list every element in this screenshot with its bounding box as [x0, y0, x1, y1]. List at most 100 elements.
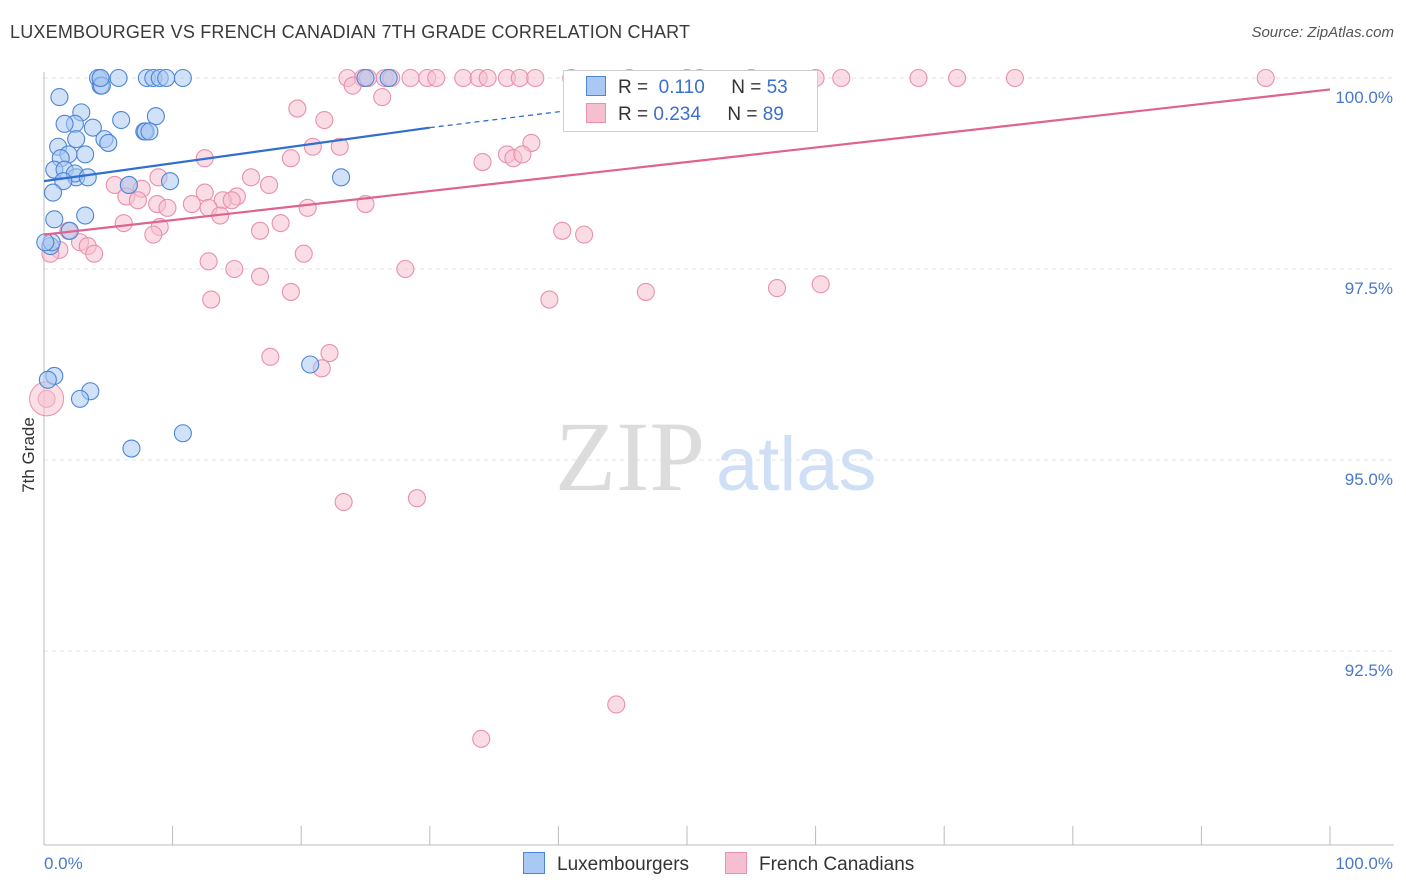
luxembourger-point: [99, 133, 118, 152]
french-canadian-point: [315, 110, 334, 130]
french-canadian-point: [540, 290, 559, 309]
french-canadian-point: [909, 68, 928, 88]
axes: [43, 72, 1394, 846]
watermark-atlas: atlas: [716, 422, 877, 507]
luxembourger-point: [78, 168, 97, 187]
french-canadian-point: [250, 221, 270, 240]
tick-labels: 100.0% 97.5% 95.0% 92.5% 0.0% 100.0%: [44, 88, 1393, 873]
french-canadian-point: [288, 99, 307, 118]
x-tick-label: 100.0%: [1335, 854, 1393, 873]
french-canadian-point: [373, 88, 392, 107]
luxembourger-point: [173, 424, 192, 443]
trend-line-french-canadians: [43, 88, 1331, 236]
french-canadian-point: [553, 221, 572, 240]
series-luxembourgers: [36, 68, 398, 458]
luxembourger-point: [67, 130, 86, 149]
luxembourger-point: [332, 168, 351, 187]
legend-r-value: 0.234: [653, 104, 701, 125]
series-legend: Luxembourgers French Canadians: [0, 852, 1406, 878]
french-canadian-point: [259, 175, 279, 195]
chart-title: LUXEMBOURGER VS FRENCH CANADIAN 7TH GRAD…: [10, 22, 691, 42]
french-canadian-point: [526, 68, 545, 88]
luxembourger-point: [38, 370, 57, 389]
french-canadian-point: [294, 244, 313, 263]
gridlines: [44, 77, 1394, 652]
french-canadian-point: [261, 347, 280, 366]
luxembourger-point: [119, 175, 138, 195]
legend-swatch-blue: [586, 76, 606, 96]
legend-item-luxembourgers: Luxembourgers: [523, 852, 689, 876]
french-canadian-point: [473, 152, 492, 172]
luxembourger-point: [160, 172, 180, 191]
legend-n-value: 53: [766, 77, 788, 98]
luxembourger-point: [45, 210, 64, 229]
legend-label-french-canadians: French Canadians: [759, 854, 915, 875]
french-canadian-point: [948, 68, 967, 88]
legend-r-label: R =: [618, 77, 649, 98]
legend-row-french-canadians: R = 0.234 N = 89: [586, 103, 784, 127]
french-canadian-point: [510, 68, 529, 88]
watermark-zip: ZIP: [555, 401, 705, 512]
legend-row-luxembourgers: R = 0.110 N = 53: [586, 76, 788, 100]
legend-n-value: 89: [762, 104, 784, 125]
legend-swatch-blue: [523, 852, 545, 874]
legend-n-label: N =: [731, 77, 762, 98]
legend-swatch-pink: [586, 103, 606, 123]
french-canadian-point: [767, 279, 787, 298]
french-canadian-point: [811, 275, 830, 294]
luxembourger-point: [356, 68, 375, 88]
french-canadian-point: [182, 195, 201, 214]
luxembourger-point: [109, 68, 128, 88]
luxembourger-point: [173, 68, 192, 88]
french-canadian-point: [1256, 68, 1275, 88]
french-canadian-point: [202, 290, 221, 309]
luxembourger-point: [112, 110, 131, 130]
french-canadian-point: [478, 68, 497, 88]
legend-r-value: 0.110: [658, 77, 705, 98]
french-canadian-point: [271, 214, 290, 233]
french-canadian-point: [330, 137, 349, 156]
french-canadian-point: [320, 343, 339, 363]
french-canadian-point: [250, 267, 270, 286]
french-canadian-point: [225, 259, 244, 279]
legend-swatch-pink: [725, 852, 747, 874]
luxembourger-point: [43, 183, 63, 202]
trend-line-luxembourgers-extension: [429, 106, 598, 129]
french-canadian-point: [454, 68, 473, 88]
luxembourger-point: [55, 114, 74, 133]
trend-line-luxembourgers: [43, 126, 430, 183]
french-canadian-point: [222, 191, 241, 210]
stats-legend: R = 0.110 N = 53 R = 0.234 N = 89: [563, 70, 818, 132]
x-tick-label: 0.0%: [44, 854, 83, 873]
y-tick-label: 95.0%: [1345, 470, 1393, 489]
luxembourger-point: [91, 68, 110, 88]
french-canadian-point: [199, 252, 218, 271]
luxembourger-point: [301, 355, 320, 374]
y-tick-label: 97.5%: [1345, 279, 1393, 298]
luxembourger-point: [157, 68, 176, 88]
y-tick-label: 92.5%: [1345, 661, 1393, 680]
luxembourger-point: [50, 88, 69, 107]
french-canadian-point: [128, 191, 147, 210]
french-canadian-point: [334, 492, 353, 512]
french-canadian-point: [575, 225, 594, 244]
trend-lines: [43, 88, 1331, 236]
source-label: Source: ZipAtlas.com: [1251, 24, 1394, 41]
french-canadian-point: [281, 282, 300, 301]
french-canadian-point: [303, 137, 322, 156]
french-canadian-point: [241, 168, 261, 187]
y-axis-label: 7th Grade: [19, 417, 38, 493]
luxembourger-point: [83, 118, 102, 137]
french-canadian-point: [114, 214, 133, 233]
luxembourger-point: [76, 206, 95, 225]
legend-r-label: R =: [618, 104, 649, 125]
french-canadian-point: [427, 68, 446, 88]
french-canadian-point: [472, 729, 491, 748]
y-tick-label: 100.0%: [1335, 88, 1393, 107]
luxembourger-point: [76, 145, 95, 164]
french-canadian-point: [407, 489, 426, 508]
legend-item-french-canadians: French Canadians: [725, 852, 914, 876]
french-canadian-point: [396, 259, 415, 279]
legend-label-luxembourgers: Luxembourgers: [557, 854, 690, 875]
